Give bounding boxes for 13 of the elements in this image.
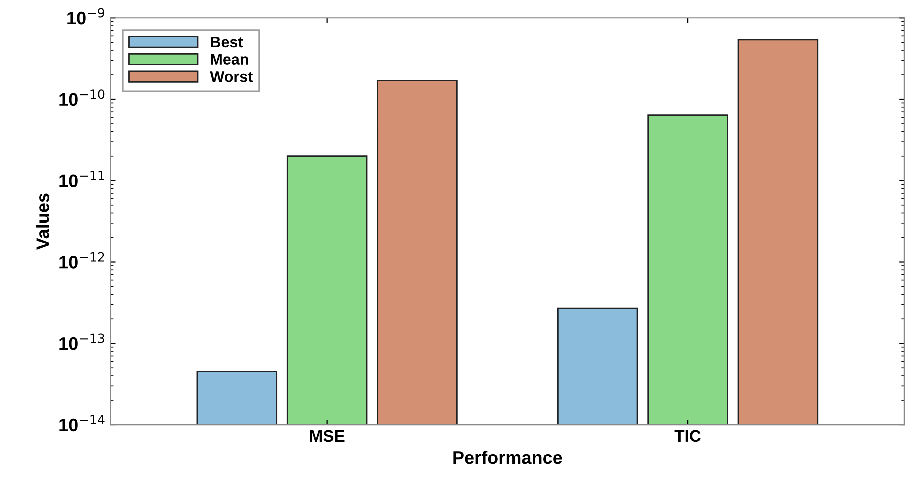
y-tick-label: 10$^{−11}$ bbox=[60, 171, 104, 188]
y-tick-label: 10$^{−10}$ bbox=[60, 90, 105, 106]
legend-label: Best bbox=[211, 37, 244, 48]
y-tick-label: 10$^{−14}$ bbox=[60, 415, 105, 432]
y-tick-label: 10$^{−9}$ bbox=[68, 8, 104, 25]
legend-label: Mean bbox=[211, 54, 248, 65]
x-axis-title: Performance bbox=[454, 450, 562, 464]
x-tick-label: TIC bbox=[674, 430, 701, 442]
x-tick-label: MSE bbox=[310, 430, 345, 442]
y-tick-label: 10$^{−12}$ bbox=[60, 252, 104, 269]
legend-label: Worst bbox=[210, 72, 254, 82]
y-tick-label: 10$^{−13}$ bbox=[60, 334, 104, 350]
y-axis-title: Values bbox=[36, 194, 50, 250]
